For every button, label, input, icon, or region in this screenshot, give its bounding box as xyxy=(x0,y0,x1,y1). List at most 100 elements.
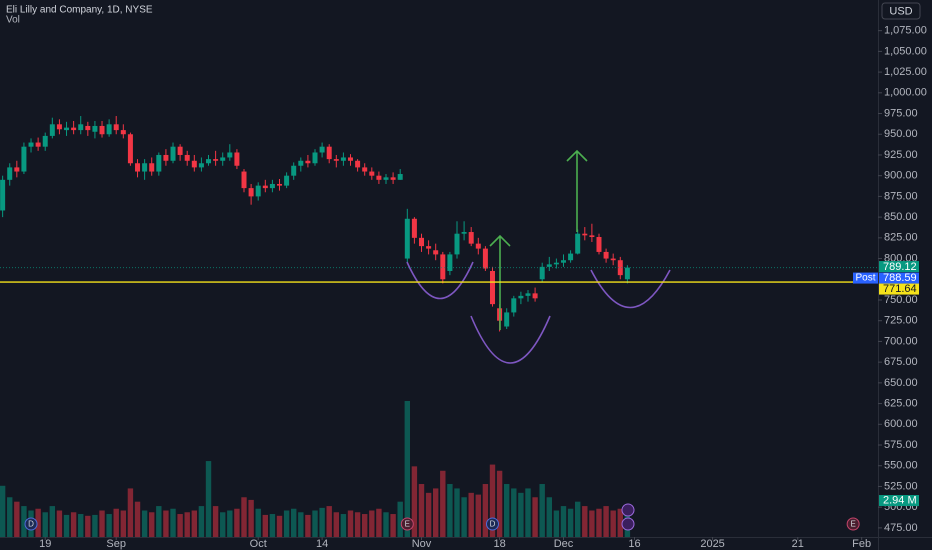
candle-body xyxy=(49,124,55,136)
candle-body xyxy=(518,295,524,299)
volume-bar xyxy=(475,494,481,537)
candle-body xyxy=(333,159,339,161)
volume-bar xyxy=(553,510,560,537)
candle-body xyxy=(248,188,254,197)
candle-body xyxy=(106,124,112,135)
y-tick-label: 550.00 xyxy=(884,460,918,472)
volume-bar xyxy=(582,506,588,537)
volume-bar xyxy=(134,501,141,537)
event-icon[interactable] xyxy=(24,517,38,531)
volume-bar xyxy=(319,507,325,537)
candle-body xyxy=(21,146,27,172)
volume-bar xyxy=(347,510,354,537)
volume-bar xyxy=(432,488,439,537)
currency-button[interactable] xyxy=(881,2,921,20)
candle-body xyxy=(546,264,552,267)
y-tick-label: 925.00 xyxy=(884,149,918,161)
event-label: E xyxy=(850,520,855,529)
event-icon[interactable] xyxy=(846,517,860,531)
target-arrow xyxy=(566,149,588,232)
volume-bar xyxy=(305,514,311,537)
x-tick-label: 18 xyxy=(493,538,505,550)
volume-bar xyxy=(7,497,13,537)
post-tag: Post xyxy=(855,273,875,284)
candle-body xyxy=(390,177,396,180)
candle-body xyxy=(35,142,41,147)
candle-body xyxy=(135,163,141,172)
candle-body xyxy=(411,218,417,238)
candle-body xyxy=(149,163,155,172)
event-icon[interactable] xyxy=(400,517,414,531)
volume-bar xyxy=(42,512,48,537)
volume-bar xyxy=(560,506,567,537)
candle-body xyxy=(241,171,247,189)
candle-body xyxy=(589,235,595,238)
event-icon[interactable] xyxy=(485,517,499,531)
candle-body xyxy=(596,237,602,252)
volume-bar xyxy=(21,506,27,537)
y-tick-label: 1,000.00 xyxy=(884,87,927,99)
y-tick-label: 1,075.00 xyxy=(884,25,927,37)
candle-body xyxy=(0,179,6,211)
y-tick-label: 500.00 xyxy=(884,501,918,513)
last-price-label: 789.12 xyxy=(883,261,917,273)
candle-body xyxy=(489,270,495,305)
volume-bar xyxy=(149,512,155,537)
volume-bar xyxy=(212,506,219,537)
candle-body xyxy=(312,152,318,164)
candle-body xyxy=(298,160,304,166)
x-tick-label: Sep xyxy=(106,538,126,550)
volume-bar xyxy=(610,510,616,537)
candle-body xyxy=(255,185,261,197)
candle-body xyxy=(397,174,403,180)
volume-bar xyxy=(312,510,318,537)
candle-body xyxy=(92,125,98,132)
volume-bar xyxy=(56,510,63,537)
hline-price-label: 771.64 xyxy=(883,283,917,295)
candle-body xyxy=(369,171,375,176)
candle-body xyxy=(461,232,467,234)
candle-body xyxy=(220,157,226,161)
currency-label: USD xyxy=(889,5,912,17)
volume-bar xyxy=(14,501,20,537)
volume-bar xyxy=(574,501,581,537)
post-price-box xyxy=(879,272,919,284)
candle-body xyxy=(113,124,119,131)
candle-body xyxy=(326,146,332,160)
volume-bar xyxy=(78,514,84,537)
volume-bar xyxy=(63,514,70,537)
event-icon[interactable] xyxy=(621,517,635,531)
x-tick-label: Dec xyxy=(554,538,574,550)
volume-bar xyxy=(241,497,247,537)
candle-body xyxy=(28,142,34,147)
last-price-box xyxy=(879,261,919,273)
x-tick-label: Feb xyxy=(852,538,871,550)
y-tick-label: 875.00 xyxy=(884,190,918,202)
volume-bar xyxy=(106,514,112,537)
y-tick-label: 825.00 xyxy=(884,232,918,244)
volume-bar xyxy=(283,510,290,537)
candle-body xyxy=(362,167,368,172)
volume-bar xyxy=(354,512,361,537)
candle-body xyxy=(78,124,84,131)
candle-body xyxy=(64,127,70,131)
volume-bar xyxy=(589,510,595,537)
candle-body xyxy=(206,159,212,164)
volume-bar xyxy=(596,508,602,537)
volume-bar xyxy=(340,514,347,537)
candle-body xyxy=(198,163,204,168)
volume-bar xyxy=(532,497,538,537)
volume-bar xyxy=(99,510,105,537)
candle-body xyxy=(348,157,354,161)
volume-bar xyxy=(411,466,418,537)
volume-bar xyxy=(191,510,198,537)
volume-bar xyxy=(92,514,98,537)
event-icon[interactable] xyxy=(621,503,635,517)
volume-bar xyxy=(70,512,77,537)
event-label: D xyxy=(490,520,496,529)
candle-body xyxy=(213,159,219,161)
candle-body xyxy=(234,152,240,166)
y-tick-label: 900.00 xyxy=(884,170,918,182)
y-tick-label: 950.00 xyxy=(884,128,918,140)
candle-body xyxy=(525,293,531,296)
